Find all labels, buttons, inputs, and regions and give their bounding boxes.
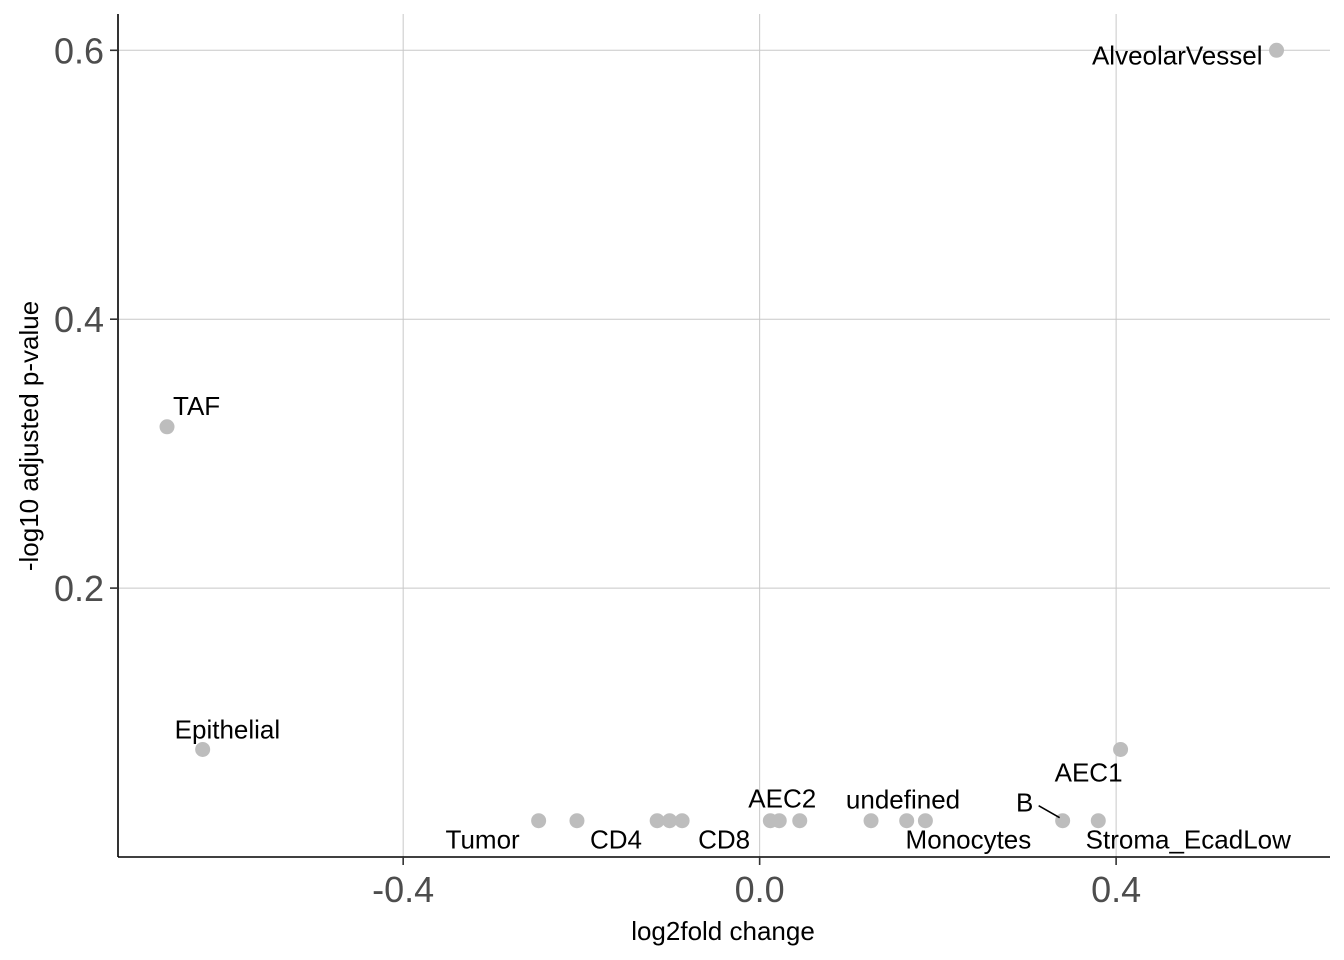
point-label: TAF [173,391,220,421]
data-point [1113,741,1129,757]
axes [117,14,1330,858]
point-label: Tumor [446,825,520,855]
y-axis-title: -log10 adjusted p-value [14,301,44,571]
point-label: Monocytes [906,825,1032,855]
point-label: CD8 [698,825,750,855]
x-tick-label: 0.0 [735,869,785,910]
point-label: undefined [846,785,960,815]
point-label: Epithelial [175,714,281,744]
point-label: AEC2 [748,784,816,814]
data-point [1269,42,1285,58]
y-tick-label: 0.6 [54,30,104,71]
data-point [649,813,665,829]
point-label: AEC1 [1055,757,1123,787]
x-tick-label: 0.4 [1091,869,1141,910]
y-tick-label: 0.4 [54,299,104,340]
x-axis-title: log2fold change [631,916,815,946]
data-point [771,813,787,829]
data-point [1055,813,1071,829]
data-points [159,42,1285,829]
data-point [1090,813,1106,829]
data-point [674,813,690,829]
data-point [159,419,175,435]
data-point [195,741,211,757]
data-point [792,813,808,829]
tick-marks: -0.4 0.0 0.4 0.2 0.4 0.6 [54,30,1141,910]
data-point [863,813,879,829]
x-tick-label: -0.4 [372,869,434,910]
point-labels: AlveolarVessel TAF Epithelial AEC1 Tumor CD4 C… [173,40,1291,854]
point-label: B [1016,788,1033,818]
label-leader-line [1038,805,1061,819]
point-label: AlveolarVessel [1092,40,1263,70]
data-point [917,813,933,829]
data-point [569,813,585,829]
point-label: CD4 [590,825,642,855]
data-point [531,813,547,829]
grid-lines [118,14,1330,857]
data-point [899,813,915,829]
data-point [662,813,678,829]
y-tick-label: 0.2 [54,568,104,609]
point-label: Stroma_EcadLow [1086,825,1291,855]
